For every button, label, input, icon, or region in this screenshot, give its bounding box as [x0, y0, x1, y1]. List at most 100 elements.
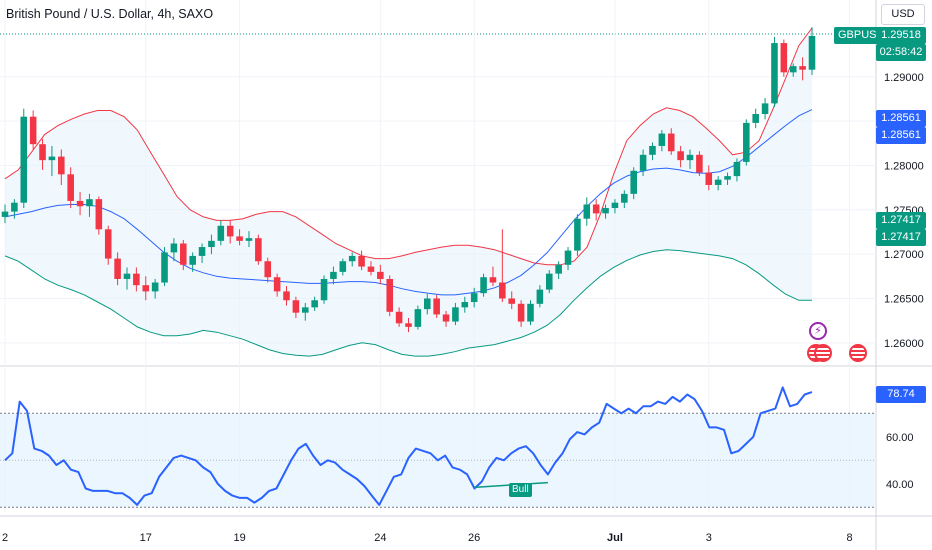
- candle-body: [180, 243, 187, 265]
- time-tick-label: Jul: [607, 532, 623, 544]
- candle-body: [545, 273, 553, 290]
- candle-body: [208, 240, 215, 248]
- rsi-tick-label: 60.00: [886, 432, 914, 444]
- candle-body: [255, 238, 262, 262]
- candle-body: [377, 271, 384, 279]
- candle-body: [76, 200, 84, 207]
- candle-body: [226, 225, 234, 237]
- candle-body: [217, 225, 225, 241]
- candlestick-series: [1, 27, 816, 333]
- axes: 1.290001.285001.280001.275001.270001.265…: [2, 72, 924, 544]
- currency-button[interactable]: USD: [881, 4, 925, 25]
- candle-body: [602, 208, 609, 214]
- candle-body: [67, 174, 74, 201]
- candle-body: [743, 122, 750, 162]
- time-tick-label: 17: [140, 532, 152, 544]
- candle-body: [536, 289, 544, 304]
- candle-body: [20, 116, 28, 203]
- candle-body: [452, 307, 459, 322]
- candle-body: [733, 161, 741, 177]
- rsi-tick-label: 40.00: [886, 479, 914, 491]
- lightning-icon[interactable]: ⚡: [809, 322, 827, 340]
- candle-body: [39, 144, 46, 161]
- candle-body: [292, 300, 300, 313]
- candle-body: [621, 193, 628, 203]
- us-flag-icon-2[interactable]: [814, 344, 832, 362]
- candle-body: [339, 261, 347, 272]
- candle-body: [705, 172, 713, 185]
- price-tick-label: 1.28000: [884, 160, 924, 172]
- time-tick-label: 8: [846, 532, 852, 544]
- candle-body: [29, 116, 37, 145]
- candle-body: [367, 266, 375, 272]
- candle-body: [161, 252, 168, 283]
- candle-body: [677, 151, 684, 161]
- candle-body: [583, 204, 591, 219]
- middle-band-line: [4, 109, 813, 296]
- candle-body: [320, 278, 328, 301]
- candle-body: [1, 211, 9, 217]
- candle-body: [789, 66, 797, 73]
- candle-body: [508, 298, 516, 304]
- price-tick-label: 1.29000: [884, 72, 924, 84]
- candle-body: [574, 218, 581, 251]
- lower-band-tag-2: 1.27417: [876, 229, 926, 246]
- candle-body: [245, 238, 253, 241]
- candle-body: [133, 273, 140, 286]
- candle-body: [761, 103, 769, 115]
- time-tick-label: 26: [468, 532, 480, 544]
- last-price-tag: 1.29518: [876, 27, 926, 44]
- candle-body: [724, 176, 731, 180]
- price-tick-label: 1.26000: [884, 338, 924, 350]
- candle-body: [752, 114, 759, 123]
- time-tick-label: 24: [374, 532, 386, 544]
- candle-body: [395, 311, 403, 324]
- candle-body: [442, 314, 450, 322]
- candle-body: [104, 229, 112, 259]
- candle-body: [489, 277, 497, 283]
- price-tick-label: 1.27000: [884, 249, 924, 261]
- countdown-tag: 02:58:42: [876, 44, 926, 61]
- candle-body: [358, 255, 365, 267]
- candle-body: [686, 154, 694, 161]
- middle-band-tag: 1.28561: [876, 110, 926, 127]
- candle-body: [198, 247, 206, 256]
- candle-body: [696, 154, 703, 173]
- candle-body: [114, 258, 121, 279]
- candle-body: [564, 250, 572, 265]
- symbol-tag: GBPUSD: [834, 27, 889, 44]
- candle-body: [311, 300, 318, 308]
- candle-body: [592, 204, 600, 214]
- candle-body: [517, 303, 525, 322]
- candle-body: [667, 133, 675, 152]
- candle-body: [58, 156, 65, 175]
- candle-body: [499, 282, 506, 299]
- candle-body: [808, 35, 816, 70]
- candle-body: [649, 145, 656, 155]
- candle-body: [330, 271, 337, 279]
- candle-body: [86, 199, 93, 207]
- candle-body: [414, 309, 422, 327]
- rsi-value-tag: 78.74: [876, 386, 926, 403]
- candle-body: [386, 278, 394, 312]
- candle-body: [658, 133, 666, 146]
- candle-body: [151, 282, 159, 292]
- candle-body: [555, 264, 562, 274]
- candle-body: [639, 154, 647, 171]
- lower-band-tag: 1.27417: [876, 212, 926, 229]
- chart-title: British Pound / U.S. Dollar, 4h, SAXO: [6, 7, 214, 21]
- candle-body: [301, 307, 309, 313]
- candle-body: [799, 66, 806, 70]
- time-tick-label: 19: [233, 532, 245, 544]
- candle-body: [405, 323, 412, 327]
- candle-body: [283, 291, 290, 301]
- middle-band-tag-2: 1.28561: [876, 127, 926, 144]
- candle-body: [714, 179, 722, 185]
- us-flag-icon-3[interactable]: [849, 344, 867, 362]
- rsi-pane: [0, 386, 876, 508]
- candle-body: [527, 303, 534, 322]
- candle-body: [236, 236, 243, 241]
- candle-body: [480, 277, 487, 294]
- candle-body: [771, 43, 778, 104]
